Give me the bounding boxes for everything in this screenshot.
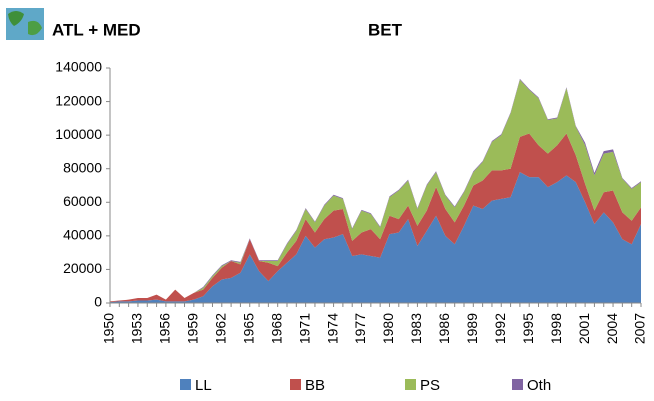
x-tick-label: 1956 (157, 313, 173, 344)
x-tick-label: 1983 (408, 313, 424, 344)
x-tick-label: 1992 (492, 313, 508, 344)
x-tick-label: 1977 (352, 313, 368, 344)
x-tick-label: 2007 (632, 313, 648, 344)
x-tick-label: 1965 (240, 313, 256, 344)
x-tick-label: 1950 (101, 313, 117, 344)
x-tick-label: 2001 (576, 313, 592, 344)
globe-icon (6, 8, 44, 40)
legend-swatch (512, 379, 523, 390)
x-tick-label: 1989 (464, 313, 480, 344)
area (110, 172, 641, 303)
x-tick-label: 1986 (436, 313, 452, 344)
legend-swatch (405, 379, 416, 390)
y-tick-label: 100000 (55, 126, 102, 142)
legend-label: PS (420, 377, 440, 394)
x-tick-label: 1968 (268, 313, 284, 344)
x-tick-label: 2004 (604, 313, 620, 344)
y-tick-label: 40000 (63, 227, 102, 243)
legend-swatch (290, 379, 301, 390)
chart-title: ATL + MED (52, 20, 141, 39)
x-tick-label: 1971 (296, 313, 312, 344)
legend-swatch (180, 379, 191, 390)
x-tick-label: 1962 (212, 313, 228, 344)
y-tick-label: 20000 (63, 260, 102, 276)
x-tick-label: 1974 (324, 313, 340, 344)
legend-label: LL (195, 377, 212, 394)
x-tick-label: 1995 (520, 313, 536, 344)
y-tick-label: 0 (94, 294, 102, 310)
y-tick-label: 120000 (55, 92, 102, 108)
x-tick-label: 1959 (185, 313, 201, 344)
chart-subtitle: BET (368, 20, 403, 39)
x-tick-label: 1953 (129, 313, 145, 344)
y-tick-label: 60000 (63, 193, 102, 209)
y-tick-label: 80000 (63, 159, 102, 175)
area (110, 133, 641, 303)
x-tick-label: 1980 (380, 313, 396, 344)
y-tick-label: 140000 (55, 59, 102, 75)
area (110, 79, 641, 302)
legend-label: BB (305, 377, 325, 394)
legend-label: Oth (527, 377, 551, 394)
x-tick-label: 1998 (548, 313, 564, 344)
